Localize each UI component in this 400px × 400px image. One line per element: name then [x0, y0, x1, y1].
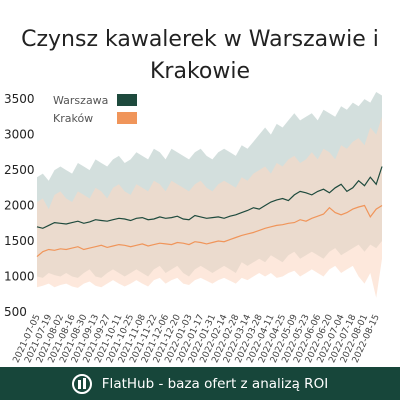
y-tick-label: 2500 [4, 163, 35, 177]
y-tick-label: 2000 [4, 199, 35, 213]
legend: Warszawa Kraków [53, 94, 137, 125]
legend-label-warszawa: Warszawa [53, 94, 108, 107]
legend-swatch-warszawa [117, 94, 137, 106]
footer-text: FlatHub - baza ofert z analizą ROI [101, 375, 329, 392]
y-tick-label: 1000 [4, 270, 35, 284]
y-axis: 500 1000 1500 2000 2500 3000 3500 [4, 92, 35, 319]
y-tick-label: 500 [4, 305, 27, 319]
series-line-krak-w [36, 204, 383, 258]
bands-layer [37, 92, 382, 298]
y-tick-label: 3000 [4, 128, 35, 142]
chart-title: Czynsz kawalerek w Warszawie i Krakowie [21, 27, 379, 84]
flathub-logo-icon [71, 373, 92, 394]
legend-label-krak-w: Kraków [53, 112, 93, 125]
y-tick-label: 1500 [4, 234, 35, 248]
lines-layer [36, 166, 383, 258]
x-axis: 2021-07-052021-07-192021-08-022021-08-16… [12, 313, 382, 365]
legend-swatch-krak-w [117, 112, 137, 124]
series-line-warszawa [36, 166, 383, 229]
footer-banner: FlatHub - baza ofert z analizą ROI [0, 367, 400, 400]
y-tick-label: 3500 [4, 92, 35, 106]
band-krak-w [37, 116, 382, 298]
